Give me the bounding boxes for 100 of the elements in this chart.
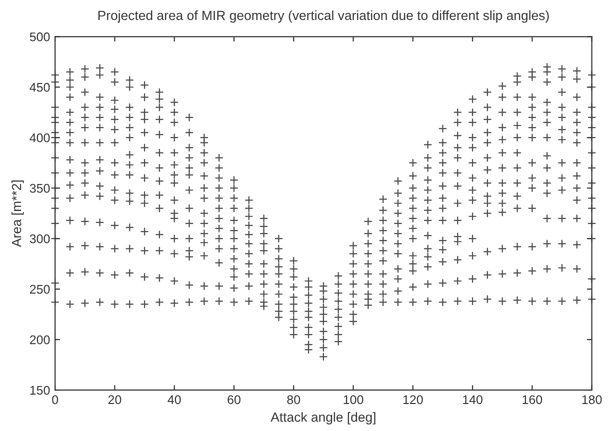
point xyxy=(558,158,566,168)
point xyxy=(438,138,448,148)
point xyxy=(95,242,104,252)
point xyxy=(438,158,448,168)
point xyxy=(125,170,134,180)
point xyxy=(512,92,522,102)
point xyxy=(483,115,492,124)
point xyxy=(319,286,328,296)
point xyxy=(558,135,566,144)
point xyxy=(125,300,134,309)
point xyxy=(378,194,388,204)
point xyxy=(140,174,149,182)
point xyxy=(378,280,388,288)
point xyxy=(364,259,373,268)
x-tick-label: 0 xyxy=(52,395,58,404)
point xyxy=(95,298,104,307)
point xyxy=(348,270,358,278)
point xyxy=(170,160,179,170)
point xyxy=(66,128,74,137)
point xyxy=(230,284,238,292)
point xyxy=(364,290,373,298)
point xyxy=(378,206,388,215)
point xyxy=(170,148,179,158)
point xyxy=(274,270,284,278)
point xyxy=(453,118,462,127)
point xyxy=(453,153,462,162)
point xyxy=(364,239,373,248)
point xyxy=(438,182,448,190)
point xyxy=(394,274,402,284)
x-tick-label: 60 xyxy=(228,395,240,404)
point xyxy=(364,249,373,258)
point xyxy=(140,115,149,124)
point xyxy=(483,102,492,112)
point xyxy=(140,300,149,309)
point xyxy=(125,188,134,198)
point xyxy=(140,108,149,117)
point xyxy=(334,322,343,331)
point xyxy=(155,130,164,139)
point xyxy=(512,268,522,278)
point xyxy=(468,174,477,182)
point xyxy=(408,282,418,292)
point xyxy=(230,204,238,213)
point xyxy=(214,153,224,162)
point xyxy=(80,158,90,168)
point xyxy=(423,176,432,184)
x-tick-label: 20 xyxy=(108,395,122,404)
point xyxy=(348,300,358,309)
point xyxy=(558,239,566,248)
point xyxy=(66,155,74,164)
point xyxy=(274,244,284,254)
point xyxy=(423,262,432,272)
y-tick-label: 250 xyxy=(30,284,50,294)
point xyxy=(558,214,566,223)
point xyxy=(170,170,179,180)
point xyxy=(453,276,462,286)
x-tick-label: 40 xyxy=(168,395,181,404)
point xyxy=(259,246,268,256)
point xyxy=(394,188,402,198)
point xyxy=(95,92,104,102)
point xyxy=(140,158,149,168)
point xyxy=(214,214,224,223)
point xyxy=(184,164,194,172)
point xyxy=(184,113,194,122)
point xyxy=(95,70,104,80)
point xyxy=(334,337,343,346)
point xyxy=(110,68,120,76)
point xyxy=(110,158,120,168)
point xyxy=(378,236,388,245)
point xyxy=(542,108,552,117)
point xyxy=(394,176,402,186)
point xyxy=(394,208,402,218)
point xyxy=(125,160,134,170)
point xyxy=(408,298,418,307)
point xyxy=(66,168,74,178)
point xyxy=(184,170,194,180)
point xyxy=(498,135,507,144)
point xyxy=(289,300,298,309)
point xyxy=(483,294,492,304)
chart-title: Projected area of MIR geometry (vertical variation due to different slip angles) xyxy=(98,10,549,23)
point xyxy=(468,274,477,284)
point xyxy=(528,102,537,112)
point xyxy=(214,296,224,306)
point xyxy=(170,108,179,117)
point xyxy=(572,138,582,148)
point xyxy=(438,298,448,307)
point xyxy=(110,244,120,254)
point xyxy=(408,259,418,268)
point xyxy=(140,190,149,200)
point xyxy=(80,168,90,178)
point xyxy=(304,276,313,286)
point xyxy=(200,251,209,260)
point xyxy=(289,264,298,274)
point xyxy=(319,302,328,312)
point xyxy=(125,82,134,92)
y-tick-label: 300 xyxy=(30,234,50,244)
point xyxy=(394,239,402,248)
point xyxy=(259,270,268,278)
point xyxy=(528,174,537,182)
point xyxy=(200,194,209,203)
point xyxy=(66,138,74,148)
